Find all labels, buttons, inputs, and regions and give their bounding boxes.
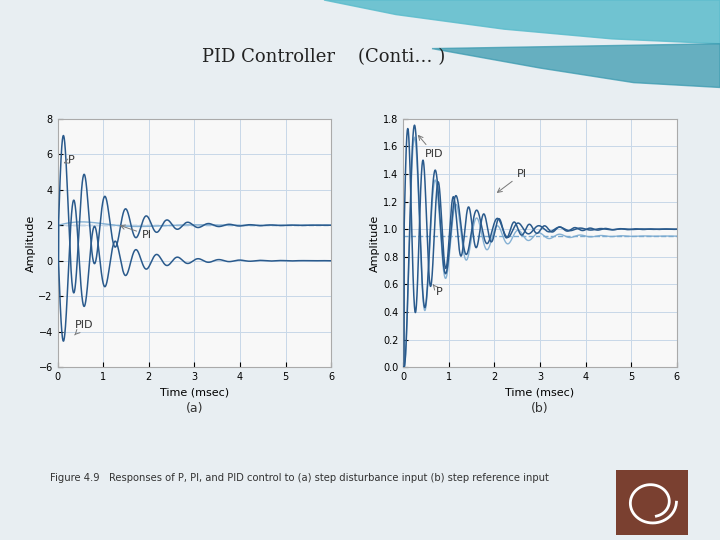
Text: PID Controller    (Conti… ): PID Controller (Conti… ): [202, 48, 446, 66]
Text: P: P: [433, 285, 443, 298]
X-axis label: Time (msec): Time (msec): [505, 388, 575, 397]
FancyBboxPatch shape: [613, 468, 690, 537]
Text: PI: PI: [498, 169, 527, 192]
Text: (a): (a): [186, 402, 203, 415]
Text: PID: PID: [418, 136, 444, 159]
Text: Figure 4.9   Responses of P, PI, and PID control to (a) step disturbance input (: Figure 4.9 Responses of P, PI, and PID c…: [50, 473, 549, 483]
Text: PID: PID: [75, 320, 94, 335]
Y-axis label: Amplitude: Amplitude: [370, 214, 380, 272]
Polygon shape: [432, 44, 720, 87]
Text: (b): (b): [531, 402, 549, 415]
Text: PI: PI: [120, 225, 152, 240]
Y-axis label: Amplitude: Amplitude: [26, 214, 35, 272]
Text: P: P: [64, 155, 74, 165]
Polygon shape: [324, 0, 720, 44]
X-axis label: Time (msec): Time (msec): [160, 388, 229, 397]
